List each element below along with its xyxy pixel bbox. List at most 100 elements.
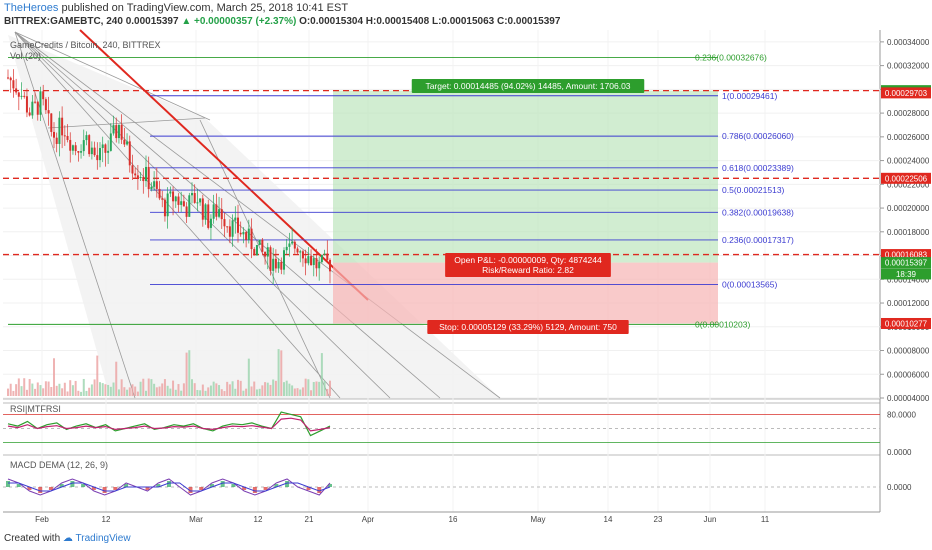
volume-bar: [9, 383, 12, 396]
candle-body: [61, 117, 64, 136]
macd-histogram-bar: [209, 484, 214, 487]
volume-bar: [82, 378, 85, 396]
macd-histogram-bar: [242, 487, 247, 490]
volume-bar: [7, 388, 9, 396]
y-tick-label: 0.00012000: [887, 299, 930, 308]
y-tick-label: 0.00020000: [887, 204, 930, 213]
y-tick-label: 0.00032000: [887, 62, 930, 71]
candle-body: [185, 206, 188, 217]
candle-body: [318, 262, 321, 269]
position-labels: Target: 0.00014485 (94.02%) 14485, Amoun…: [411, 79, 645, 334]
volume-bar: [261, 385, 264, 396]
candle-body: [44, 99, 47, 111]
candle-body: [39, 91, 42, 115]
candle-body: [269, 247, 272, 271]
volume-bar: [123, 387, 126, 396]
stop-label-text: Stop: 0.00005129 (33.29%) 5129, Amount: …: [439, 322, 617, 332]
volume-bar: [23, 378, 26, 396]
fib-label: 0(0.00013565): [722, 279, 777, 289]
price-tag-label: 0.00016083: [885, 251, 928, 260]
macd-histogram-bar: [38, 487, 43, 493]
author-link[interactable]: TheHeroes: [4, 2, 59, 14]
volume-bar: [117, 389, 120, 396]
candle-body: [17, 92, 20, 97]
volume-bars: [7, 349, 331, 396]
fib-label: 0.236(0.00017317): [722, 235, 794, 245]
candle-body: [136, 175, 139, 178]
volume-title: Vol (20): [10, 51, 42, 61]
candle-body: [191, 193, 193, 196]
volume-bar: [139, 381, 142, 396]
volume-bar: [237, 379, 239, 396]
candle-body: [237, 217, 239, 233]
volume-bar: [253, 381, 256, 396]
candle-body: [285, 246, 288, 251]
channel-line: [14, 31, 211, 121]
footer-brand[interactable]: TradingView: [75, 533, 131, 544]
candle-body: [207, 204, 210, 228]
volume-bar: [80, 391, 83, 396]
main-pane-title: GameCredits / Bitcoin, 240, BITTREX: [10, 40, 161, 50]
volume-bar: [323, 380, 326, 396]
candle-body: [53, 131, 55, 138]
volume-bar: [42, 388, 45, 396]
candle-body: [299, 251, 302, 253]
x-tick-label: Mar: [189, 515, 203, 524]
macd-histogram-bar: [124, 484, 129, 487]
price-tag: [881, 87, 931, 99]
candle-body: [272, 258, 275, 271]
volume-bar: [88, 387, 91, 396]
target-label-text: Target: 0.00014485 (94.02%) 14485, Amoun…: [425, 81, 630, 91]
volume-bar: [163, 379, 166, 396]
rsi-series-line: [7, 411, 331, 437]
candle-body: [82, 140, 85, 152]
macd-histogram-bar: [156, 484, 161, 487]
price-tag-label: 0.00022506: [885, 174, 928, 183]
macd-histogram-bar: [328, 484, 332, 487]
candle-body: [155, 181, 158, 189]
candle-body: [253, 249, 256, 256]
volume-bar: [250, 386, 253, 396]
candle-body: [107, 150, 110, 153]
candle-body: [293, 241, 296, 249]
volume-bar: [277, 349, 280, 396]
volume-bar: [34, 388, 37, 396]
candle-body: [109, 133, 112, 151]
candle-body: [283, 250, 285, 270]
x-tick-label: May: [530, 515, 545, 524]
volume-bar: [99, 382, 101, 396]
candle-body: [307, 256, 310, 264]
y-tick-label: 0.00008000: [887, 347, 930, 356]
footer: Created with ☁ TradingView: [4, 533, 131, 544]
volume-bar: [71, 385, 74, 396]
volume-bar: [285, 380, 288, 396]
candle-body: [255, 244, 258, 256]
volume-bar: [36, 382, 39, 396]
candle-body: [25, 96, 28, 113]
volume-bar: [312, 382, 315, 396]
volume-bar: [150, 379, 153, 396]
macd-histogram-bar: [285, 481, 290, 487]
position-zones: [333, 90, 718, 324]
volume-bar: [264, 382, 267, 396]
candle-body: [239, 232, 242, 235]
macd-histogram-bar: [252, 487, 257, 493]
volume-bar: [266, 382, 269, 396]
candle-body: [234, 217, 237, 221]
candle-body: [12, 80, 15, 89]
candle-body: [258, 239, 261, 245]
candle-body: [117, 124, 120, 139]
macd-histogram-bar: [317, 487, 322, 493]
fib-label: 1(0.00029461): [722, 91, 777, 101]
volume-bar: [212, 381, 215, 396]
volume-bar: [61, 388, 64, 396]
macd-histogram-bar: [274, 484, 279, 487]
target-zone: [333, 90, 718, 263]
volume-bar: [301, 387, 304, 396]
candle-body: [90, 147, 93, 155]
price-tag: [881, 268, 931, 280]
volume-bar: [120, 379, 123, 396]
fib-label: 0.236(0.00032676): [695, 53, 767, 63]
y-tick-label: 0.00004000: [887, 394, 930, 403]
